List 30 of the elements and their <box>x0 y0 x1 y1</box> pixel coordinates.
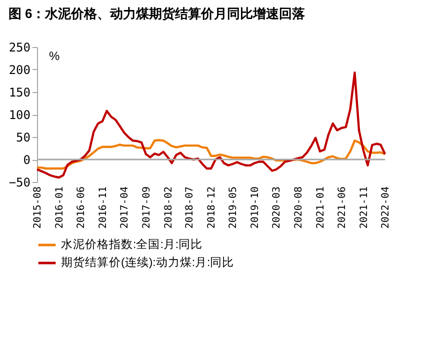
x-tick-label: 2017-04 <box>120 186 131 229</box>
y-tick-label: 250 <box>8 40 30 54</box>
x-tick-label: 2015-08 <box>32 186 44 229</box>
line-series <box>36 72 386 179</box>
x-tick-label: 2018-12 <box>206 186 218 229</box>
x-tick-label: 2016-11 <box>98 186 109 229</box>
y-tick-label: 0 <box>23 153 30 167</box>
x-tick-label: 2016-01 <box>54 186 66 229</box>
x-tick-label: 2021-01 <box>315 186 326 229</box>
x-tick-label: 2021-11 <box>358 186 370 229</box>
legend-label: 水泥价格指数:全国:月:同比 <box>61 238 203 251</box>
y-tick-label: 200 <box>8 63 30 77</box>
x-tick-label: 2020-08 <box>294 186 305 229</box>
y-tick-label: 50 <box>16 130 30 144</box>
y-tick-label: 150 <box>8 86 30 100</box>
x-tick-label: 2017-09 <box>141 186 152 229</box>
legend-label: 期货结算价(连续):动力煤:月:同比 <box>61 256 234 269</box>
y-tick-label: 100 <box>8 108 30 122</box>
x-tick-label: 2021-06 <box>337 186 348 229</box>
x-tick-label: 2019-10 <box>250 186 262 229</box>
y-tick-label: −50 <box>8 176 30 190</box>
y-axis-title: % <box>49 49 60 63</box>
line-series <box>36 139 386 170</box>
chart-title: 图 6：水泥价格、动力煤期货结算价月同比增速回落 <box>8 6 306 21</box>
x-tick-label: 2022-04 <box>380 186 392 229</box>
x-tick-label: 2016-06 <box>76 186 88 229</box>
x-tick-label: 2018-07 <box>184 186 196 229</box>
x-tick-label: 2020-03 <box>272 186 283 229</box>
x-tick-label: 2019-05 <box>228 186 240 229</box>
x-tick-label: 2018-02 <box>163 186 174 229</box>
